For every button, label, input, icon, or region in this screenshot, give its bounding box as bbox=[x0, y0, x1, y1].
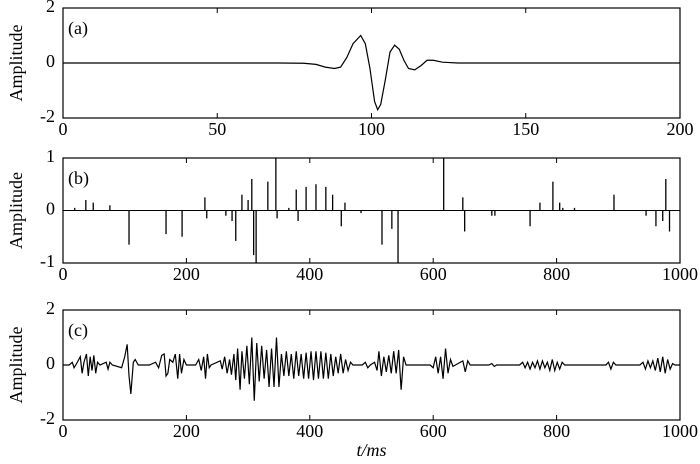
x-tick-label: 0 bbox=[59, 264, 68, 284]
y-tick-label: -1 bbox=[40, 251, 55, 271]
x-tick-label: 200 bbox=[173, 264, 200, 284]
x-tick-label: 400 bbox=[296, 421, 323, 441]
y-tick-label: 2 bbox=[46, 0, 55, 16]
y-tick-label: -2 bbox=[40, 106, 55, 126]
waveform bbox=[63, 337, 680, 401]
x-tick-label: 600 bbox=[420, 264, 447, 284]
x-tick-label: 100 bbox=[358, 119, 385, 139]
y-axis-label: Amplitude bbox=[6, 172, 26, 249]
y-tick-label: 1 bbox=[46, 146, 55, 166]
y-tick-label: 0 bbox=[46, 353, 55, 373]
panel-label: (b) bbox=[68, 168, 89, 189]
y-tick-label: 0 bbox=[46, 51, 55, 71]
x-tick-label: 600 bbox=[420, 421, 447, 441]
waveform bbox=[63, 34, 680, 112]
x-tick-label: 400 bbox=[296, 264, 323, 284]
x-axis-label: t/ms bbox=[356, 440, 386, 460]
x-tick-label: 800 bbox=[543, 264, 570, 284]
x-tick-label: 0 bbox=[59, 119, 68, 139]
x-tick-label: 50 bbox=[208, 119, 226, 139]
panel-label: (c) bbox=[68, 320, 88, 341]
x-tick-label: 200 bbox=[173, 421, 200, 441]
panel-label: (a) bbox=[68, 18, 88, 39]
y-tick-label: 2 bbox=[46, 298, 55, 318]
y-tick-label: -2 bbox=[40, 408, 55, 428]
y-tick-label: 0 bbox=[46, 199, 55, 219]
y-axis-label: Amplitude bbox=[6, 24, 26, 101]
x-tick-label: 1000 bbox=[662, 264, 698, 284]
x-tick-label: 800 bbox=[543, 421, 570, 441]
x-tick-label: 200 bbox=[667, 119, 694, 139]
x-tick-label: 150 bbox=[512, 119, 539, 139]
y-axis-label: Amplitude bbox=[6, 326, 26, 403]
x-tick-label: 0 bbox=[59, 421, 68, 441]
x-tick-label: 1000 bbox=[662, 421, 698, 441]
